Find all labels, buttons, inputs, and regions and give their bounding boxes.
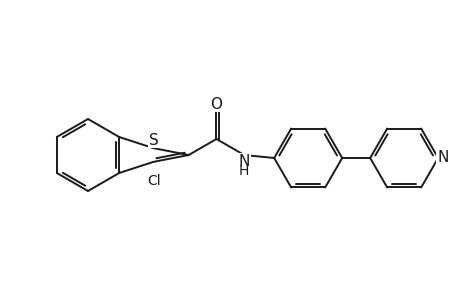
Text: H: H: [239, 164, 249, 178]
Text: N: N: [238, 154, 249, 169]
Text: O: O: [210, 97, 222, 112]
Text: N: N: [437, 151, 448, 166]
Text: S: S: [148, 133, 158, 148]
Text: Cl: Cl: [147, 174, 161, 188]
